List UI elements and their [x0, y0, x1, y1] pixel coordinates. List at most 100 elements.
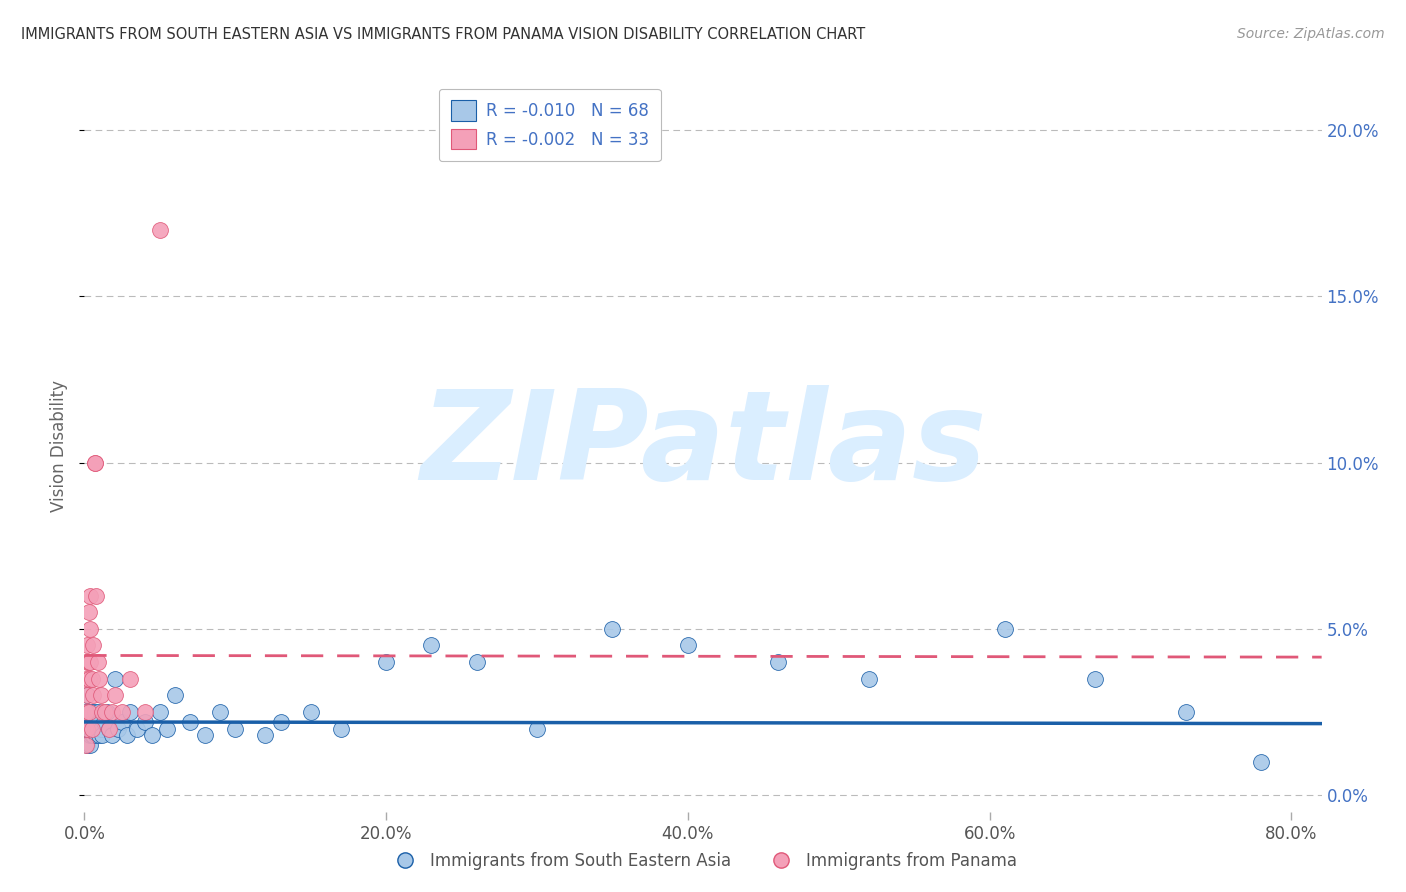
Point: [76, 738, 98, 752]
Point: [77, 722, 100, 736]
Point: [163, 689, 186, 703]
Point: [87, 705, 110, 719]
Y-axis label: Vision Disability: Vision Disability: [51, 380, 69, 512]
Text: IMMIGRANTS FROM SOUTH EASTERN ASIA VS IMMIGRANTS FROM PANAMA VISION DISABILITY C: IMMIGRANTS FROM SOUTH EASTERN ASIA VS IM…: [21, 27, 865, 42]
Point: [77, 672, 100, 686]
Point: [103, 672, 125, 686]
Point: [91, 728, 114, 742]
Point: [134, 714, 156, 729]
Point: [254, 728, 277, 742]
Point: [96, 705, 118, 719]
Point: [115, 728, 138, 742]
Point: [80, 722, 103, 736]
Point: [134, 705, 156, 719]
Point: [90, 722, 112, 736]
Point: [77, 705, 100, 719]
Point: [79, 622, 101, 636]
Point: [100, 728, 122, 742]
Point: [1084, 672, 1107, 686]
Point: [127, 722, 149, 736]
Point: [79, 728, 101, 742]
Point: [224, 722, 246, 736]
Point: [602, 622, 624, 636]
Point: [84, 456, 107, 470]
Point: [465, 655, 488, 669]
Point: [141, 728, 163, 742]
Point: [768, 655, 790, 669]
Point: [84, 722, 107, 736]
Point: [75, 728, 97, 742]
Point: [76, 722, 98, 736]
Point: [149, 223, 172, 237]
Point: [994, 622, 1017, 636]
Point: [86, 728, 108, 742]
Point: [84, 456, 107, 470]
Point: [77, 605, 100, 619]
Point: [75, 722, 97, 736]
Point: [676, 639, 699, 653]
Point: [91, 705, 114, 719]
Point: [375, 655, 398, 669]
Point: [329, 722, 352, 736]
Point: [77, 705, 100, 719]
Point: [82, 689, 104, 703]
Point: [103, 689, 125, 703]
Point: [80, 728, 103, 742]
Point: [79, 655, 101, 669]
Point: [97, 722, 120, 736]
Point: [76, 639, 98, 653]
Point: [77, 655, 100, 669]
Point: [90, 689, 112, 703]
Point: [149, 705, 172, 719]
Point: [87, 722, 110, 736]
Point: [156, 722, 179, 736]
Point: [270, 714, 292, 729]
Point: [858, 672, 880, 686]
Point: [82, 714, 104, 729]
Point: [111, 705, 134, 719]
Point: [86, 589, 108, 603]
Point: [118, 705, 141, 719]
Point: [111, 714, 134, 729]
Point: [420, 639, 443, 653]
Point: [80, 705, 103, 719]
Point: [76, 705, 98, 719]
Point: [79, 705, 101, 719]
Point: [526, 722, 548, 736]
Point: [89, 672, 111, 686]
Point: [75, 714, 97, 729]
Point: [179, 714, 201, 729]
Legend: Immigrants from South Eastern Asia, Immigrants from Panama: Immigrants from South Eastern Asia, Immi…: [382, 846, 1024, 877]
Point: [97, 722, 120, 736]
Point: [79, 722, 101, 736]
Point: [82, 728, 104, 742]
Point: [76, 655, 98, 669]
Point: [77, 714, 100, 729]
Text: ZIPatlas: ZIPatlas: [420, 385, 986, 507]
Point: [76, 689, 98, 703]
Point: [1250, 755, 1272, 769]
Point: [118, 672, 141, 686]
Point: [76, 728, 98, 742]
Point: [80, 714, 103, 729]
Point: [1174, 705, 1197, 719]
Point: [107, 722, 129, 736]
Point: [209, 705, 232, 719]
Point: [76, 689, 98, 703]
Point: [84, 705, 107, 719]
Point: [89, 714, 111, 729]
Point: [299, 705, 322, 719]
Point: [86, 714, 108, 729]
Point: [75, 705, 97, 719]
Point: [82, 639, 104, 653]
Point: [75, 738, 97, 752]
Point: [75, 672, 97, 686]
Point: [75, 705, 97, 719]
Point: [76, 722, 98, 736]
Point: [79, 589, 101, 603]
Point: [87, 655, 110, 669]
Point: [89, 728, 111, 742]
Point: [82, 722, 104, 736]
Point: [80, 672, 103, 686]
Text: Source: ZipAtlas.com: Source: ZipAtlas.com: [1237, 27, 1385, 41]
